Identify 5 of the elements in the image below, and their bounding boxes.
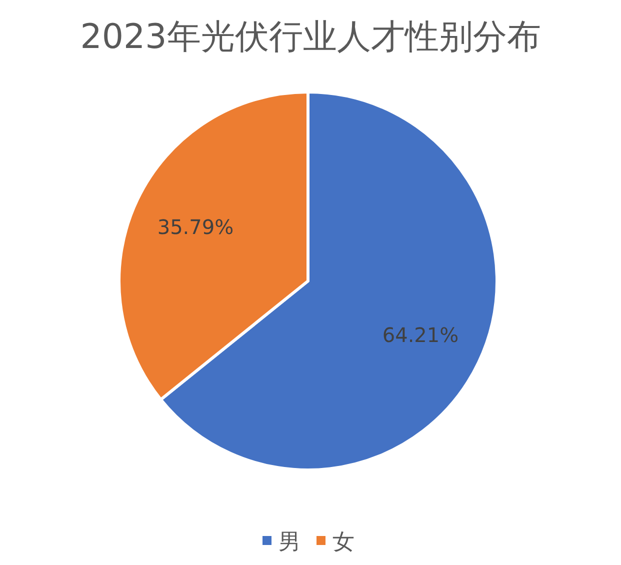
legend-label: 女 (332, 530, 354, 555)
legend-label: 男 (278, 530, 300, 555)
data-label: 64.21% (382, 322, 459, 347)
data-label: 35.79% (157, 215, 234, 240)
chart-title: 2023年光伏行业人才性别分布 (80, 17, 541, 57)
